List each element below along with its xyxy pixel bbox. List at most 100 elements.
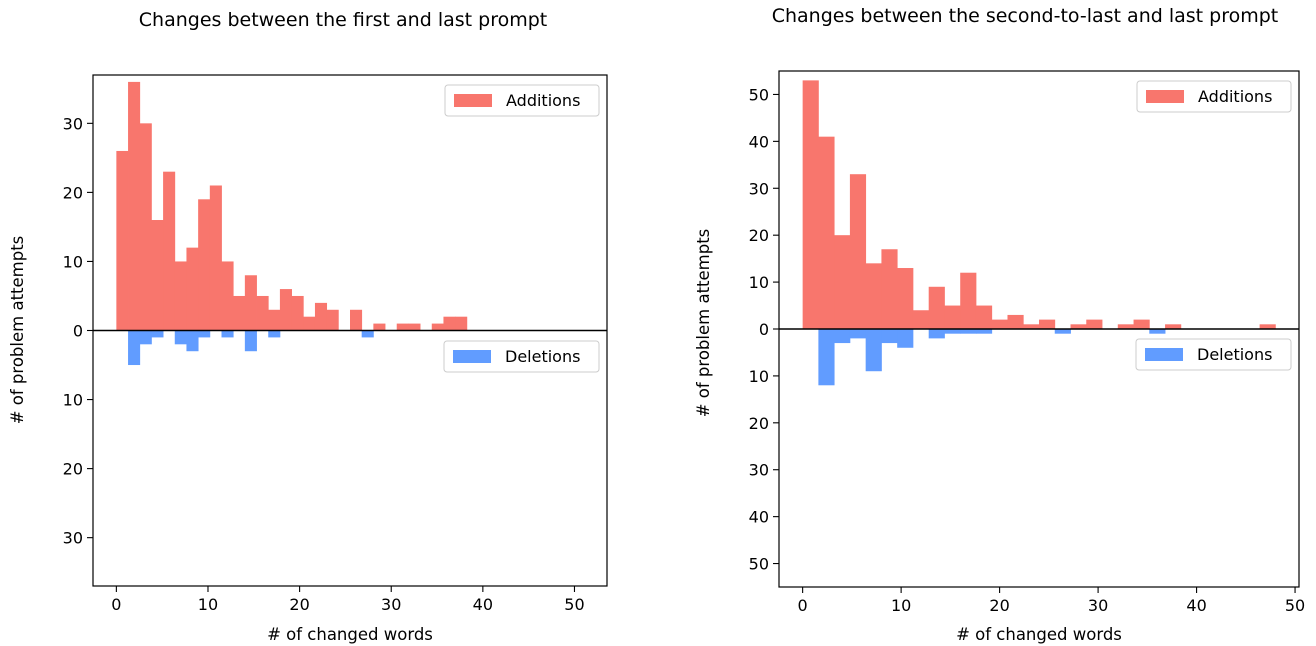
addition-bar [198,199,211,331]
deletion-bar [151,330,164,338]
x-tick-label: 10 [891,596,911,615]
x-tick-label: 40 [1186,596,1206,615]
deletion-bar [944,329,961,334]
deletion-bar [865,329,882,372]
addition-bar [455,316,468,331]
y-tick-label: 20 [63,460,83,479]
chart-panel-second-to-last-vs-last: Changes between the second-to-last and l… [694,5,1305,644]
plot-area: 0 10 20 30 40 50 30 20 10 0 10 20 30 Additions Deletio… [63,74,608,614]
legend-label: Additions [1198,87,1272,106]
addition-bar [881,249,898,329]
y-tick-label: 40 [749,132,769,151]
deletion-bar [1149,329,1166,334]
addition-bar [897,268,914,329]
y-tick-label: 20 [749,414,769,433]
addition-bar [928,286,945,329]
y-tick-label: 10 [749,367,769,386]
deletion-bar [361,330,374,338]
y-tick-label: 30 [63,114,83,133]
addition-bar [865,263,882,329]
x-tick-label: 0 [111,595,121,614]
addition-bar [163,171,176,331]
plot-area: 0 10 20 30 40 50 50 40 30 20 10 0 10 20 30 40 50 Addition… [749,70,1305,615]
addition-bar [186,247,199,331]
legend-label: Deletions [505,347,580,366]
addition-bar [116,150,129,331]
addition-bar [1259,324,1276,329]
y-tick-label: 10 [749,273,769,292]
addition-bar [139,123,152,331]
addition-bar [849,174,867,329]
deletion-bar [128,330,141,366]
deletion-bar [975,329,993,334]
x-tick-label: 40 [473,595,493,614]
y-axis-label: # of problem attempts [694,229,713,418]
deletion-bar [897,329,914,348]
addition-bar [834,235,851,329]
deletion-bar [186,330,199,352]
addition-bar [818,136,835,329]
y-tick-label: 50 [749,85,769,104]
addition-bar [291,295,304,331]
addition-bar [1133,319,1150,329]
addition-bar [1007,314,1024,329]
addition-bar [960,272,977,329]
addition-bar [233,295,246,331]
deletion-bar [139,330,152,345]
chart-panel-first-vs-last: Changes between the first and last promp… [8,9,608,644]
chart-title: Changes between the first and last promp… [139,9,547,31]
addition-bar [1023,324,1040,329]
addition-bar [1165,324,1182,329]
x-tick-label: 50 [564,595,584,614]
addition-bar [326,309,339,331]
x-tick-label: 30 [381,595,401,614]
addition-bar [1117,324,1134,329]
deletion-bar [1054,329,1071,334]
deletion-bar [221,330,234,338]
legend-additions: Additions [1136,80,1292,113]
legend-deletions: Deletions [1135,338,1292,371]
addition-bar [303,316,316,331]
y-tick-label: 30 [749,461,769,480]
deletion-bar [881,329,898,344]
x-tick-label: 30 [1088,596,1108,615]
addition-bar [396,323,409,331]
x-tick-label: 20 [989,596,1009,615]
x-tick-label: 0 [798,596,808,615]
deletion-bar [818,329,835,386]
x-tick-label: 20 [289,595,309,614]
y-tick-label: 30 [63,529,83,548]
addition-bar [209,185,222,331]
addition-bar [128,81,141,331]
addition-bar [1039,319,1056,329]
addition-bar [151,220,164,331]
y-tick-label: 30 [749,179,769,198]
y-tick-label: 20 [749,226,769,245]
legend-label: Additions [506,91,580,110]
addition-bar [1086,319,1103,329]
legend-additions: Additions [444,84,600,117]
addition-bar [991,319,1008,329]
legend-swatch [1146,90,1184,103]
addition-bar [443,316,456,331]
x-axis-label: # of changed words [267,625,433,644]
x-tick-label: 50 [1285,596,1305,615]
y-tick-label: 20 [63,183,83,202]
addition-bar [975,305,993,329]
addition-bar [174,261,187,331]
addition-bar [431,323,444,331]
addition-bar [314,302,328,331]
addition-bar [244,275,257,331]
deletion-bar [960,329,977,334]
addition-bar [408,323,421,331]
addition-bar [802,80,819,329]
legend-deletions: Deletions [443,340,600,373]
deletion-bar [834,329,851,344]
addition-bar [350,309,363,331]
legend-swatch [453,350,491,363]
deletion-bar [849,329,867,339]
legend-box [1135,338,1292,371]
legend-swatch [454,94,492,107]
addition-bar [268,309,281,331]
